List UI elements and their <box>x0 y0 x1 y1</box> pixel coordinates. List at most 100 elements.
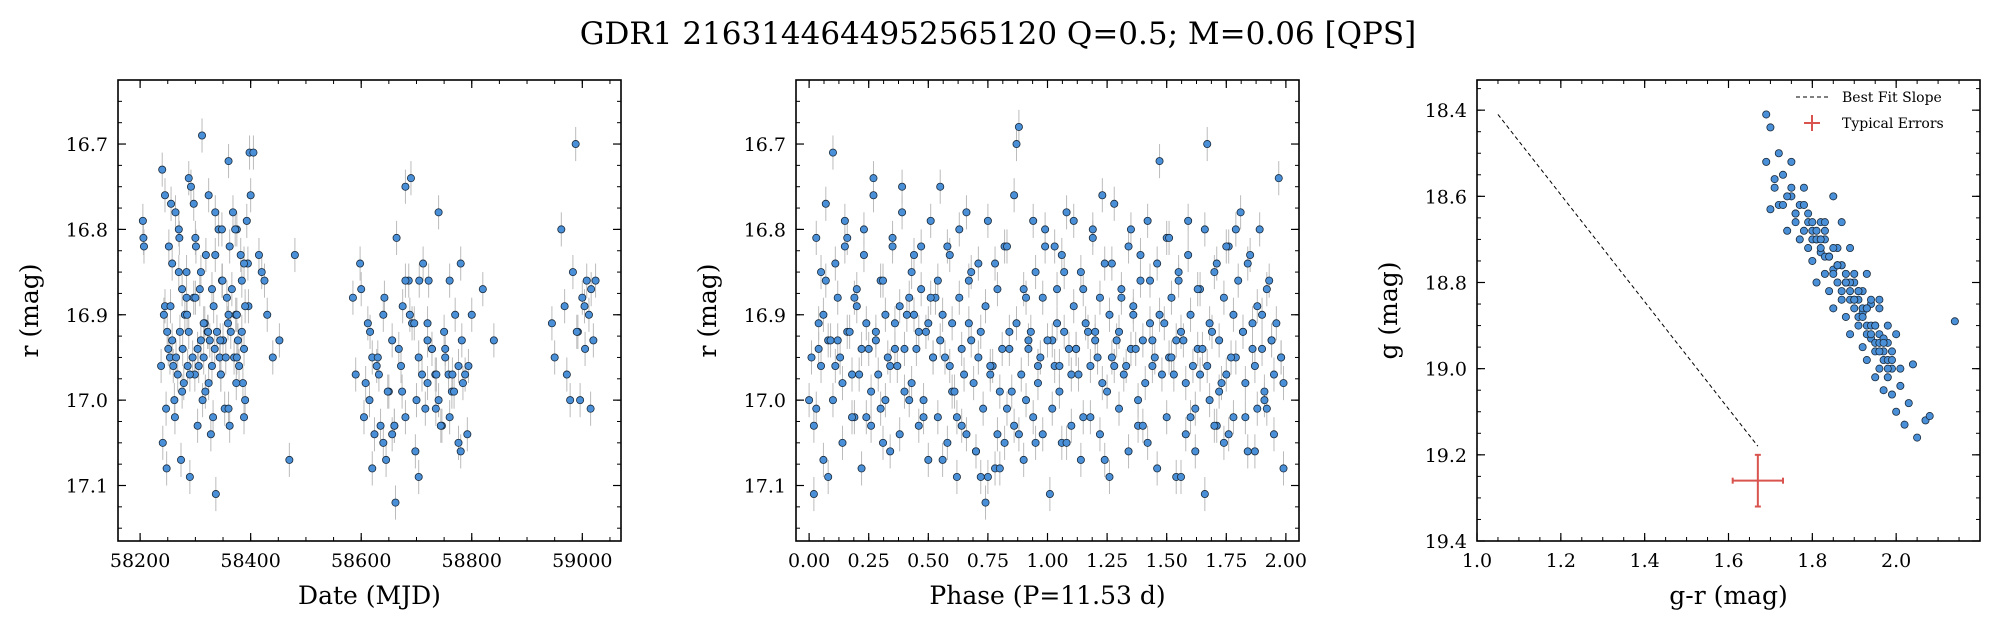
data-point <box>175 233 184 242</box>
data-point <box>905 293 914 302</box>
data-point <box>1887 347 1896 356</box>
data-point <box>1762 110 1771 119</box>
data-point <box>441 344 450 353</box>
y-tick-label: 17.0 <box>744 390 786 412</box>
data-point <box>1212 259 1221 268</box>
data-point <box>1203 140 1212 149</box>
data-point <box>456 447 465 456</box>
data-point <box>1862 269 1871 278</box>
x-tick-label: 0.00 <box>788 550 830 572</box>
data-point <box>591 276 600 285</box>
data-point <box>394 344 403 353</box>
data-point <box>448 370 457 379</box>
data-point <box>1862 356 1871 365</box>
data-point <box>421 404 430 413</box>
data-point <box>260 276 269 285</box>
data-point <box>191 242 200 251</box>
data-point <box>914 327 923 336</box>
data-point <box>163 327 172 336</box>
data-point <box>1246 251 1255 260</box>
data-point <box>983 216 992 225</box>
data-point <box>1210 421 1219 430</box>
data-point <box>1138 421 1147 430</box>
data-point <box>1167 293 1176 302</box>
data-point <box>888 242 897 251</box>
data-point <box>445 276 454 285</box>
data-point <box>995 464 1004 473</box>
data-point <box>241 302 250 311</box>
data-point <box>940 353 949 362</box>
data-point <box>1795 235 1804 244</box>
data-point <box>1158 0 1165 4</box>
data-point <box>1143 438 1152 447</box>
y-tick-label: 19.2 <box>1425 445 1467 467</box>
data-point <box>232 379 241 388</box>
data-point <box>1117 285 1126 294</box>
data-point <box>1026 327 1035 336</box>
data-point <box>1217 379 1226 388</box>
data-point <box>1095 293 1104 302</box>
data-point <box>168 259 177 268</box>
data-point <box>907 268 916 277</box>
data-point <box>1053 319 1062 328</box>
data-point <box>1022 396 1031 405</box>
data-point <box>1778 200 1787 209</box>
data-point <box>936 182 945 191</box>
data-point <box>201 387 210 396</box>
data-point <box>814 319 823 328</box>
data-point <box>1900 420 1909 429</box>
data-point <box>207 285 216 294</box>
data-point <box>184 174 193 183</box>
data-point <box>1269 370 1278 379</box>
data-point <box>914 421 923 430</box>
data-point <box>1850 269 1859 278</box>
data-point <box>817 268 826 277</box>
data-point <box>388 336 397 345</box>
data-point <box>1184 251 1193 260</box>
data-point <box>1241 413 1250 422</box>
data-point <box>852 285 861 294</box>
data-point <box>196 336 205 345</box>
data-point <box>1050 242 1059 251</box>
data-point <box>1155 310 1164 319</box>
data-point <box>209 413 218 422</box>
data-point <box>1148 336 1157 345</box>
data-point <box>572 327 581 336</box>
data-point <box>1778 170 1787 179</box>
data-point <box>1770 175 1779 184</box>
data-point <box>231 225 240 234</box>
data-point <box>424 276 433 285</box>
data-point <box>1222 370 1231 379</box>
data-point <box>1235 0 1242 4</box>
data-point <box>1024 336 1033 345</box>
axes-frame <box>1476 79 1981 542</box>
data-point <box>1277 353 1286 362</box>
data-point <box>1854 287 1863 296</box>
data-point <box>237 327 246 336</box>
data-point <box>1808 218 1817 227</box>
data-point <box>186 182 195 191</box>
data-point <box>1017 370 1026 379</box>
data-point <box>1093 353 1102 362</box>
data-point <box>1812 226 1821 235</box>
data-point <box>401 413 410 422</box>
data-point <box>1858 312 1867 321</box>
x-tick-label: 58200 <box>110 550 170 572</box>
data-point <box>1153 259 1162 268</box>
data-point <box>1262 404 1271 413</box>
data-point <box>1007 387 1016 396</box>
data-point <box>1804 244 1813 253</box>
data-point <box>415 276 424 285</box>
data-point <box>1062 208 1071 217</box>
data-point <box>222 293 231 302</box>
data-point <box>191 233 200 242</box>
data-point <box>1248 319 1257 328</box>
data-point <box>1229 413 1238 422</box>
data-point <box>423 379 432 388</box>
data-point <box>351 370 360 379</box>
data-point <box>917 242 926 251</box>
data-point <box>1174 268 1183 277</box>
data-point <box>158 165 167 174</box>
data-point <box>199 319 208 328</box>
data-point <box>216 336 225 345</box>
